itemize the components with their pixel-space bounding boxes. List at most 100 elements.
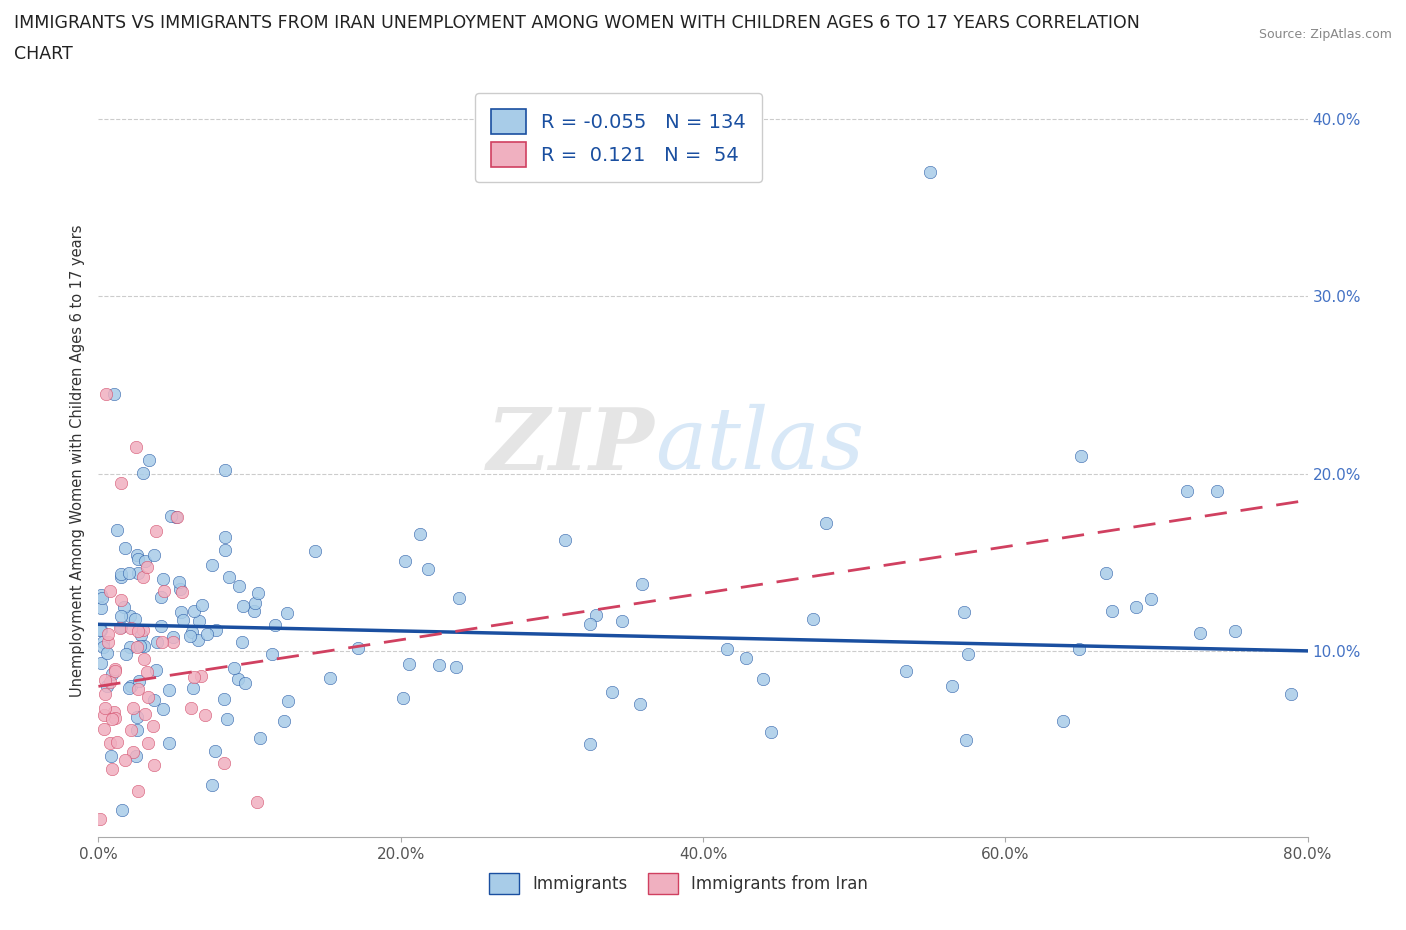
Legend: Immigrants, Immigrants from Iran: Immigrants, Immigrants from Iran	[482, 867, 875, 900]
Point	[127, 723, 149, 737]
Point	[125, 440, 148, 455]
Point	[135, 665, 157, 680]
Point	[90, 622, 112, 637]
Point	[449, 591, 471, 605]
Point	[273, 713, 295, 728]
Point	[103, 387, 125, 402]
Point	[111, 803, 134, 817]
Point	[941, 679, 963, 694]
Point	[103, 704, 125, 719]
Point	[127, 783, 149, 798]
Point	[172, 585, 194, 600]
Point	[129, 638, 152, 653]
Point	[276, 605, 298, 620]
Point	[1188, 626, 1211, 641]
Point	[125, 639, 148, 654]
Point	[180, 700, 202, 715]
Point	[125, 749, 148, 764]
Point	[118, 681, 141, 696]
Point	[610, 614, 633, 629]
Point	[1140, 591, 1163, 606]
Point	[127, 548, 149, 563]
Point	[214, 691, 236, 706]
Point	[152, 571, 174, 586]
Point	[579, 737, 602, 751]
Point	[187, 614, 209, 629]
Point	[98, 674, 121, 689]
Point	[201, 557, 224, 572]
Point	[347, 641, 370, 656]
Text: CHART: CHART	[14, 45, 73, 62]
Point	[138, 453, 160, 468]
Point	[243, 604, 266, 618]
Point	[90, 655, 112, 670]
Point	[118, 565, 141, 580]
Point	[228, 578, 250, 593]
Point	[218, 569, 240, 584]
Point	[1125, 600, 1147, 615]
Point	[752, 671, 775, 686]
Point	[956, 646, 979, 661]
Point	[122, 744, 145, 759]
Point	[260, 646, 283, 661]
Point	[110, 475, 132, 490]
Point	[142, 718, 165, 733]
Point	[212, 755, 235, 770]
Point	[204, 744, 226, 759]
Point	[183, 604, 205, 618]
Point	[122, 700, 145, 715]
Point	[181, 624, 204, 639]
Point	[1101, 604, 1123, 618]
Point	[600, 684, 623, 699]
Point	[98, 584, 121, 599]
Point	[165, 510, 187, 525]
Point	[190, 669, 212, 684]
Point	[97, 634, 120, 649]
Point	[1279, 687, 1302, 702]
Point	[394, 553, 416, 568]
Point	[142, 548, 165, 563]
Point	[124, 612, 146, 627]
Point	[214, 543, 236, 558]
Point	[93, 722, 115, 737]
Point	[631, 577, 654, 591]
Point	[94, 672, 117, 687]
Point	[172, 612, 194, 627]
Point	[187, 632, 209, 647]
Point	[93, 708, 115, 723]
Point	[416, 562, 439, 577]
Point	[94, 387, 117, 402]
Point	[132, 638, 155, 653]
Point	[120, 723, 142, 737]
Point	[814, 515, 837, 530]
Point	[104, 711, 127, 725]
Point	[214, 529, 236, 544]
Point	[716, 642, 738, 657]
Point	[110, 570, 132, 585]
Point	[90, 601, 112, 616]
Point	[201, 778, 224, 793]
Point	[105, 523, 128, 538]
Point	[195, 627, 218, 642]
Point	[392, 690, 415, 705]
Point	[215, 711, 238, 726]
Point	[101, 762, 124, 777]
Point	[94, 700, 117, 715]
Point	[953, 604, 976, 619]
Text: atlas: atlas	[655, 404, 863, 486]
Point	[96, 627, 118, 642]
Point	[759, 724, 782, 739]
Point	[93, 634, 115, 649]
Point	[222, 661, 245, 676]
Point	[120, 620, 142, 635]
Point	[153, 584, 176, 599]
Point	[319, 671, 342, 685]
Point	[166, 510, 188, 525]
Point	[135, 560, 157, 575]
Point	[231, 634, 253, 649]
Point	[128, 673, 150, 688]
Point	[89, 622, 111, 637]
Point	[105, 734, 128, 749]
Point	[110, 608, 132, 623]
Point	[579, 617, 602, 631]
